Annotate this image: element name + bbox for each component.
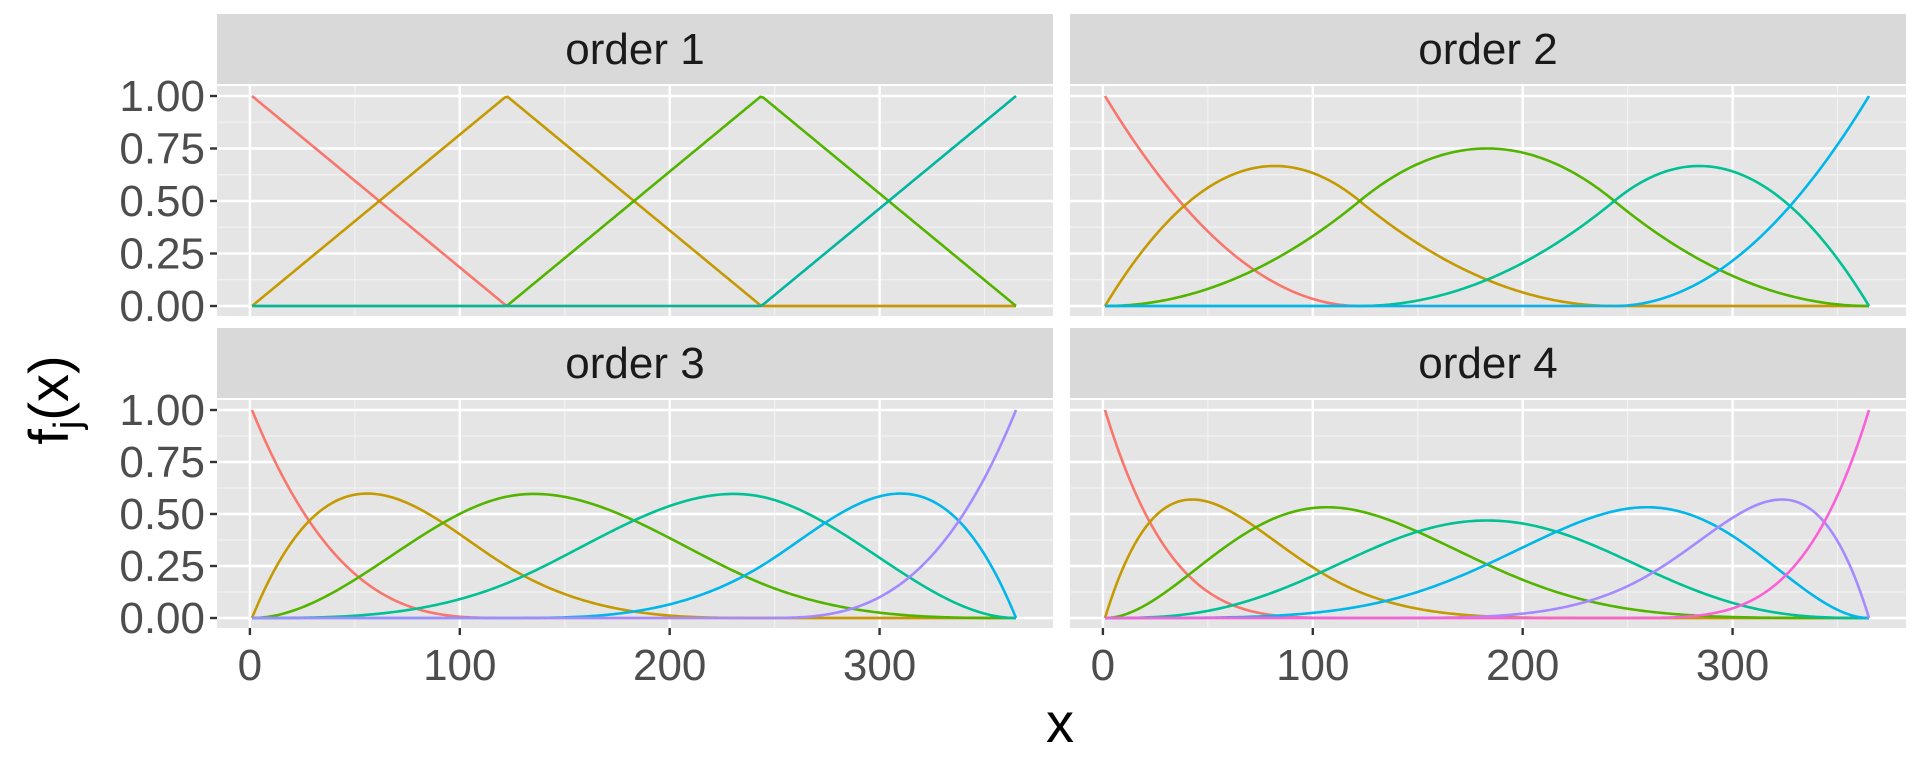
y-tick-label: 0.25 xyxy=(119,542,205,591)
y-axis-title-main: f xyxy=(17,429,80,445)
y-tick-label: 0.50 xyxy=(119,490,205,539)
panel-strip xyxy=(1070,14,1906,84)
x-tick-label: 100 xyxy=(423,641,496,690)
panel-3: order 3 0.000.250.500.751.00 0 100 200 300 xyxy=(119,328,1053,690)
y-tick-label: 0.25 xyxy=(119,230,205,279)
y-tick-label: 0.00 xyxy=(119,594,205,643)
x-tick-label: 0 xyxy=(1091,641,1115,690)
y-tick-label: 1.00 xyxy=(119,72,205,121)
series-line-b4 xyxy=(252,94,1017,308)
x-axis-title: x xyxy=(1046,691,1074,754)
x-tick-label: 100 xyxy=(1276,641,1349,690)
svg-text:fj(x): fj(x) xyxy=(17,355,89,444)
y-axis-title: fj(x) xyxy=(17,355,89,444)
series-line-b3 xyxy=(1104,147,1870,308)
series-line-b4 xyxy=(252,492,1017,620)
panel-strip-label: order 3 xyxy=(565,339,704,388)
panel-strip-label: order 4 xyxy=(1418,339,1557,388)
panel-2: order 2 xyxy=(1070,14,1906,316)
panel-4: order 4 0 100 200 300 xyxy=(1070,328,1906,690)
x-tick-label: 300 xyxy=(1696,641,1769,690)
y-tick-label: 0.50 xyxy=(119,177,205,226)
y-tick-label: 0.75 xyxy=(119,438,205,487)
x-tick-label: 200 xyxy=(1486,641,1559,690)
x-tick-label: 200 xyxy=(633,641,706,690)
series-line-b6 xyxy=(252,409,1018,620)
x-tick-label: 300 xyxy=(843,641,916,690)
panel-strip-label: order 1 xyxy=(565,25,704,74)
y-tick-label: 0.75 xyxy=(119,125,205,174)
panel-strip xyxy=(217,328,1053,398)
panel-1: order 1 0.000.250.500.751.00 xyxy=(119,14,1053,331)
series-line-b5 xyxy=(1105,95,1871,308)
panel-strip-label: order 2 xyxy=(1418,25,1557,74)
y-tick-label: 0.00 xyxy=(119,282,205,331)
x-tick-label: 0 xyxy=(238,641,262,690)
y-axis-title-tail: (x) xyxy=(17,355,80,420)
y-tick-label: 1.00 xyxy=(119,386,205,435)
y-axis-title-sub: j xyxy=(47,421,89,430)
panel-strip xyxy=(217,14,1053,84)
panel-strip xyxy=(1070,328,1906,398)
series-line-b7 xyxy=(1105,409,1871,620)
